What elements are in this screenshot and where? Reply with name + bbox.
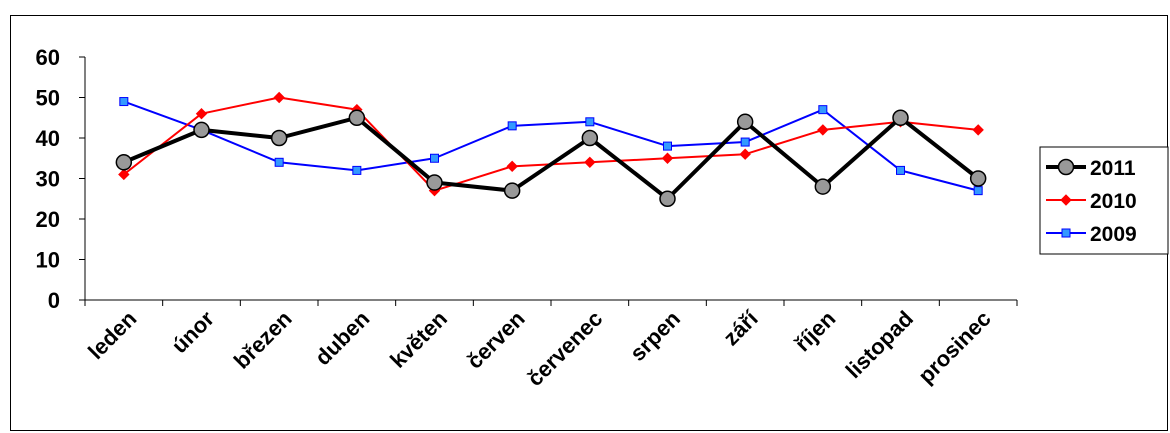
series-2011 [115,109,987,207]
legend-label: 2009 [1090,223,1137,246]
data-point [430,153,439,163]
data-point [273,91,285,104]
legend-swatch-marker [1057,158,1075,176]
series-2009 [119,97,983,196]
legend-item-2011: 2011 [1046,157,1136,180]
x-tick-label: červenec [522,306,607,391]
x-tick-label: listopad [841,306,918,383]
y-tick-label: 60 [36,45,60,70]
data-point [817,124,829,136]
data-point [118,168,130,181]
x-tick-label: leden [83,306,141,364]
data-point [115,154,133,171]
data-point [896,165,905,175]
data-point [659,190,676,207]
data-point [507,121,517,131]
data-point [972,124,984,136]
data-point [818,105,828,115]
data-point [270,129,288,147]
legend-label: 2010 [1090,190,1137,213]
x-tick-label: únor [167,306,220,359]
data-point [348,109,366,126]
data-point [195,107,208,120]
x-tick-label: červen [462,306,530,374]
legend-item-2010: 2010 [1046,190,1137,213]
data-point [814,178,832,195]
legend-swatch-marker [1061,228,1071,238]
y-tick-label: 20 [36,207,60,232]
data-point [892,109,909,126]
y-tick-label: 40 [36,126,60,151]
x-tick-label: září [718,305,763,350]
series-line-2009 [123,100,979,192]
y-tick-label: 0 [48,288,60,313]
x-tick-label: prosinec [913,306,996,389]
data-point [193,121,210,139]
data-point [584,156,596,169]
data-point [736,113,754,131]
y-tick-label: 10 [36,248,60,273]
x-tick-label: březen [229,306,297,374]
series-2010 [118,91,984,197]
data-point [661,152,674,164]
data-point [503,182,521,199]
data-point [352,165,362,175]
data-point [663,141,672,151]
legend: 2011 2010 2009 [1039,146,1169,255]
x-tick-label: říjen [790,306,841,357]
data-point [119,97,129,107]
data-point [581,129,599,147]
series-line-2010 [123,96,979,192]
data-point [973,186,983,196]
x-tick-label: duben [310,306,374,370]
data-point [585,117,595,127]
legend-label: 2011 [1090,157,1136,180]
legend-item-2009: 2009 [1046,223,1137,246]
y-tick-label: 50 [36,86,60,111]
x-tick-label: srpen [625,306,685,366]
data-point [274,157,284,167]
data-point [739,148,751,160]
y-tick-label: 30 [36,167,60,192]
legend-swatch-marker [1060,194,1072,206]
data-point [969,170,987,187]
data-point [426,174,443,191]
data-point [506,160,518,173]
data-point [740,137,750,147]
x-tick-label: květen [385,306,452,373]
series-layer [115,91,987,207]
series-line-2011 [123,115,980,201]
